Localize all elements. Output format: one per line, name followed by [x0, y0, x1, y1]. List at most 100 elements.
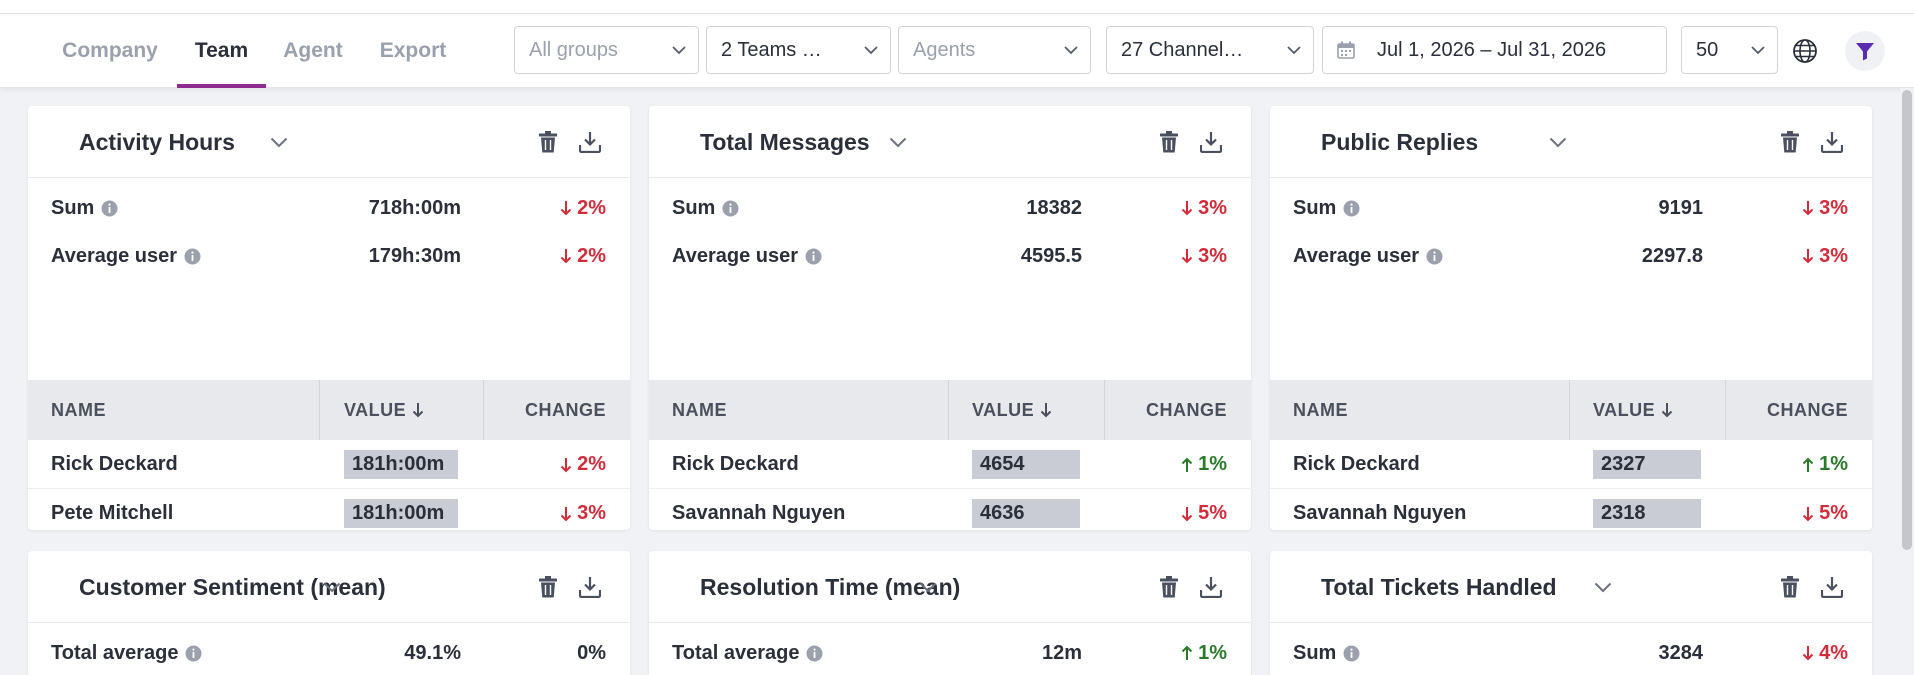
info-icon[interactable] — [184, 248, 201, 265]
card-title: Total Messages — [700, 129, 870, 155]
calendar-icon — [1337, 27, 1355, 73]
value-bar — [972, 450, 1080, 479]
tab-export[interactable]: Export — [379, 39, 447, 62]
trash-icon[interactable] — [538, 551, 558, 623]
chevron-down-icon[interactable] — [889, 106, 907, 178]
agent-name: Savannah Nguyen — [1293, 502, 1467, 524]
column-header-change[interactable]: CHANGE — [1145, 400, 1227, 420]
arrow-down-icon — [560, 505, 572, 523]
card-title: Public Replies — [1321, 129, 1479, 155]
card-title: Total Tickets Handled — [1321, 574, 1557, 600]
info-icon[interactable] — [185, 645, 202, 662]
stat-change-value: 3% — [1819, 197, 1848, 219]
stat-change: 3% — [1181, 184, 1227, 232]
page-size-value: 50 — [1696, 39, 1719, 61]
arrow-up-icon — [1802, 456, 1814, 474]
column-divider — [948, 380, 949, 440]
column-header-value[interactable]: VALUE — [1593, 380, 1673, 440]
scrollbar-thumb[interactable] — [1902, 90, 1912, 550]
column-header-change[interactable]: CHANGE — [524, 400, 606, 420]
chevron-down-icon[interactable] — [1549, 106, 1567, 178]
value-text: 181h:00m — [352, 453, 445, 475]
download-icon[interactable] — [1821, 551, 1843, 623]
date-range-picker[interactable]: Jul 1, 2026 – Jul 31, 2026 — [1322, 26, 1667, 74]
trash-icon[interactable] — [538, 106, 558, 178]
table-row[interactable]: Savannah Nguyen 2318 5% — [1270, 489, 1872, 530]
value-text: 4636 — [980, 502, 1025, 524]
column-divider — [483, 380, 484, 440]
trash-icon[interactable] — [1159, 551, 1179, 623]
stat-value: 18382 — [1026, 197, 1082, 219]
channels-select[interactable]: 27 Channel… — [1106, 26, 1314, 74]
stat-label-text: Sum — [1293, 642, 1337, 664]
table-row[interactable]: Rick Deckard 181h:00m 2% — [28, 440, 630, 489]
stat-label: Sum — [672, 184, 739, 232]
table-row[interactable]: Rick Deckard 4654 1% — [649, 440, 1251, 489]
column-header-name[interactable]: NAME — [51, 400, 106, 420]
agents-select[interactable]: Agents — [898, 26, 1091, 74]
column-header-change[interactable]: CHANGE — [1766, 400, 1848, 420]
chevron-down-icon[interactable] — [270, 106, 288, 178]
sort-descending-icon[interactable] — [412, 401, 424, 419]
arrow-down-icon — [1802, 644, 1814, 662]
groups-select[interactable]: All groups — [514, 26, 699, 74]
stat-label: Sum — [1293, 184, 1360, 232]
column-header-value[interactable]: VALUE — [344, 380, 424, 440]
table-row[interactable]: Rick Deckard 2327 1% — [1270, 440, 1872, 489]
download-icon[interactable] — [579, 551, 601, 623]
stat-row: Average user 2297.8 3% — [1270, 232, 1872, 280]
stat-change-value: 2% — [577, 245, 606, 267]
table-row[interactable]: Pete Mitchell 181h:00m 3% — [28, 489, 630, 530]
info-icon[interactable] — [101, 200, 118, 217]
row-change: 1% — [1181, 440, 1227, 489]
stat-row: Sum 718h:00m 2% — [28, 184, 630, 232]
column-header-value[interactable]: VALUE — [972, 380, 1052, 440]
tab-agent[interactable]: Agent — [283, 39, 343, 62]
info-icon[interactable] — [1426, 248, 1443, 265]
info-icon[interactable] — [722, 200, 739, 217]
stat-value: 12m — [1041, 642, 1082, 664]
info-icon[interactable] — [1343, 200, 1360, 217]
agent-name: Rick Deckard — [51, 453, 178, 475]
stat-label-text: Average user — [51, 245, 177, 267]
chevron-down-icon[interactable] — [1594, 551, 1612, 623]
tab-company[interactable]: Company — [62, 39, 158, 62]
table-header: NAME VALUE CHANGE — [28, 380, 630, 440]
download-icon[interactable] — [579, 106, 601, 178]
stat-label-text: Total average — [51, 642, 179, 664]
sort-descending-icon[interactable] — [1661, 401, 1673, 419]
trash-icon[interactable] — [1159, 106, 1179, 178]
card-title: Resolution Time (mean) — [700, 574, 961, 600]
globe-icon[interactable] — [1790, 36, 1820, 66]
tab-team[interactable]: Team — [177, 14, 266, 88]
row-change: 5% — [1802, 489, 1848, 530]
top-toolbar: Company Team Agent Export All groups 2 T… — [0, 14, 1914, 88]
info-icon[interactable] — [806, 645, 823, 662]
stat-change-value: 1% — [1198, 642, 1227, 664]
column-header-name[interactable]: NAME — [1293, 400, 1348, 420]
info-icon[interactable] — [1343, 645, 1360, 662]
page-size-select[interactable]: 50 — [1681, 26, 1778, 74]
agent-name: Pete Mitchell — [51, 502, 174, 524]
table-row[interactable]: Savannah Nguyen 4636 5% — [649, 489, 1251, 530]
chevron-down-icon[interactable] — [919, 551, 937, 623]
metric-card: Total Messages Sum 18382 3% Average user 4595… — [649, 106, 1251, 530]
teams-select[interactable]: 2 Teams … — [706, 26, 891, 74]
stat-label-text: Sum — [1293, 197, 1337, 219]
download-icon[interactable] — [1200, 551, 1222, 623]
chevron-down-icon[interactable] — [323, 551, 341, 623]
filter-icon[interactable] — [1845, 31, 1885, 71]
card-title: Activity Hours — [79, 129, 235, 155]
column-header-name[interactable]: NAME — [672, 400, 727, 420]
agents-select-value: Agents — [913, 39, 976, 61]
stat-value: 2297.8 — [1641, 245, 1703, 267]
download-icon[interactable] — [1821, 106, 1843, 178]
trash-icon[interactable] — [1780, 551, 1800, 623]
sort-descending-icon[interactable] — [1040, 401, 1052, 419]
value-bar — [344, 450, 458, 479]
trash-icon[interactable] — [1780, 106, 1800, 178]
download-icon[interactable] — [1200, 106, 1222, 178]
stat-change-value: 3% — [1819, 245, 1848, 267]
row-change: 1% — [1802, 440, 1848, 489]
info-icon[interactable] — [805, 248, 822, 265]
